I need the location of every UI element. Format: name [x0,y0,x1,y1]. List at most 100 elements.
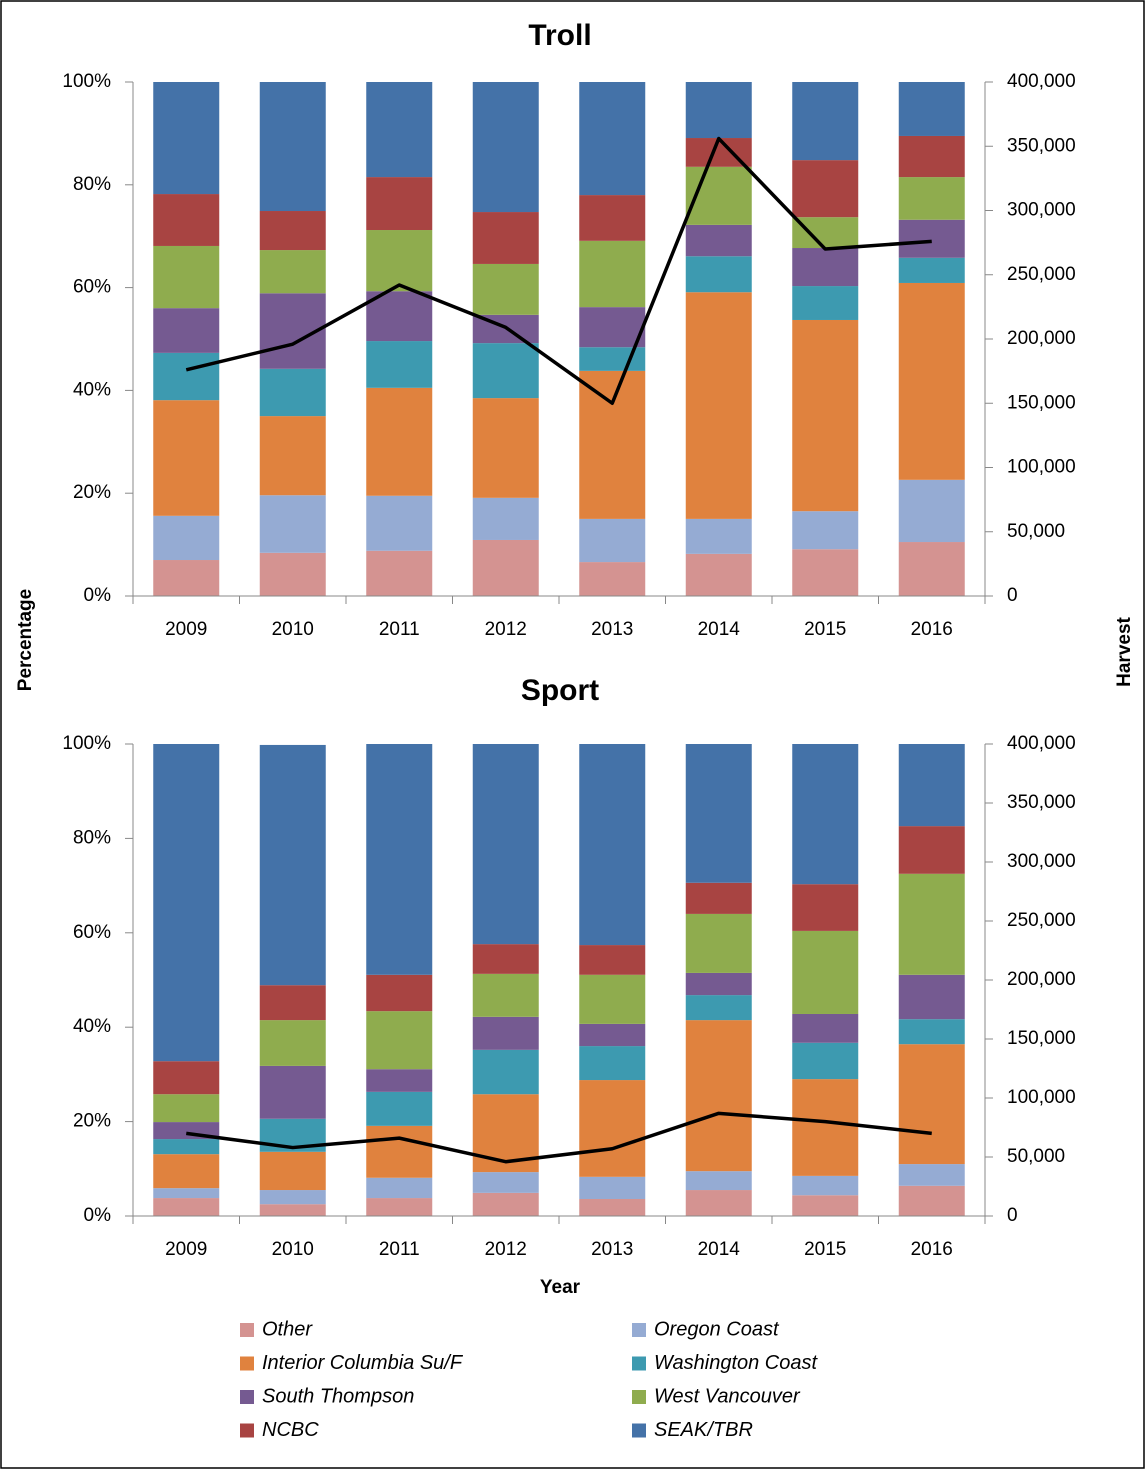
legend-label: South Thompson [262,1385,414,1407]
y2-tick-label: 50,000 [1007,1146,1065,1167]
x-tick-label: 2012 [485,619,527,640]
x-tick-label: 2016 [911,1239,953,1260]
y2-tick-label: 100,000 [1007,1087,1076,1108]
bar-segment [792,744,859,885]
bar-segment [898,82,965,136]
legend-swatch [632,1423,646,1438]
bar-segment [685,82,752,139]
x-axis-label: Year [540,1277,581,1298]
legend-label: Oregon Coast [654,1318,780,1340]
bar-segment [259,250,326,294]
bar-series: West Vancouver [153,873,965,1123]
bar-segment [685,972,752,996]
bar-segment [153,308,220,353]
bar-segment [153,194,220,246]
y2-tick-label: 400,000 [1007,733,1076,754]
bar-segment [366,1125,433,1178]
bar-segment [153,744,220,1062]
bar-segment [685,995,752,1021]
bar-segment [259,744,326,986]
legend-label: Interior Columbia Su/F [262,1352,464,1374]
bar-segment [472,497,539,540]
bar-segment [898,479,965,543]
bar-segment [792,160,859,218]
bar-segment [579,307,646,348]
bar-series [153,82,965,213]
bar-segment [366,1198,433,1216]
bar-segment [579,562,646,596]
bar-series: SEAK/TBR [153,744,965,1062]
bar-segment [685,913,752,973]
bar-segment [685,224,752,257]
bar-segment [472,944,539,974]
x-tick-label: 2015 [804,1239,846,1260]
y-tick-label: 100% [62,71,111,92]
legend-label: Washington Coast [654,1352,819,1374]
bar-segment [898,1185,965,1216]
y-tick-label: 20% [73,482,111,503]
chart-title: Sport [521,674,599,707]
bar-segment [579,518,646,563]
bar-segment [792,319,859,512]
y2-tick-label: 250,000 [1007,264,1076,285]
x-tick-label: 2015 [804,619,846,640]
x-tick-label: 2013 [591,1239,633,1260]
bar-segment [579,370,646,519]
y2-tick-label: 150,000 [1007,1028,1076,1049]
bar-segment [366,495,433,551]
bar-segment [472,539,539,596]
y-tick-label: 0% [84,585,112,606]
x-tick-label: 2009 [165,619,207,640]
bar-segment [579,347,646,371]
bar-segment [579,945,646,975]
y2-tick-label: 200,000 [1007,328,1076,349]
legend-swatch [240,1390,254,1404]
harvest-line [186,1111,932,1164]
bar-segment [259,1190,326,1205]
bar-segment [579,195,646,241]
bar-segment [472,82,539,213]
y2-tick-label: 100,000 [1007,457,1076,478]
bar-segment [898,219,965,258]
y-axis-label: Percentage [15,589,36,691]
bar-segment [366,291,433,342]
harvest-line [185,136,932,405]
y2-tick-label: 200,000 [1007,969,1076,990]
bar-segment [153,1094,220,1123]
bar-segment [685,882,752,914]
bar-segment [898,873,965,975]
bar-segment [366,1069,433,1092]
bar-series [153,166,965,315]
bar-segment [792,1079,859,1176]
y-tick-label: 60% [73,922,111,943]
bar-segment [472,1172,539,1193]
bar-segment [579,1176,646,1200]
bar-segment [366,230,433,292]
bar-segment [259,552,326,596]
bar-segment [259,368,326,417]
bar-segment [472,263,539,315]
bar-series: NCBC [153,826,965,1095]
y2-tick-label: 300,000 [1007,851,1076,872]
bar-segment [366,1091,433,1126]
x-tick-label: 2012 [485,1239,527,1260]
legend-swatch [240,1423,254,1438]
y2-tick-label: 50,000 [1007,521,1065,542]
bar-segment [898,177,965,220]
bar-segment [898,257,965,283]
bar-segment [472,1192,539,1216]
bar-segment [792,549,859,596]
bar-segment [898,1044,965,1165]
bar-segment [259,1204,326,1216]
bar-segment [579,1080,646,1177]
bar-segment [579,82,646,196]
bar-segment [366,974,433,1012]
y2-tick-label: 350,000 [1007,135,1076,156]
y2-tick-label: 350,000 [1007,792,1076,813]
bar-segment [153,1154,220,1189]
y-tick-label: 80% [73,827,111,848]
bar-segment [685,292,752,519]
bar-segment [792,217,859,249]
legend-label: West Vancouver [654,1385,801,1407]
